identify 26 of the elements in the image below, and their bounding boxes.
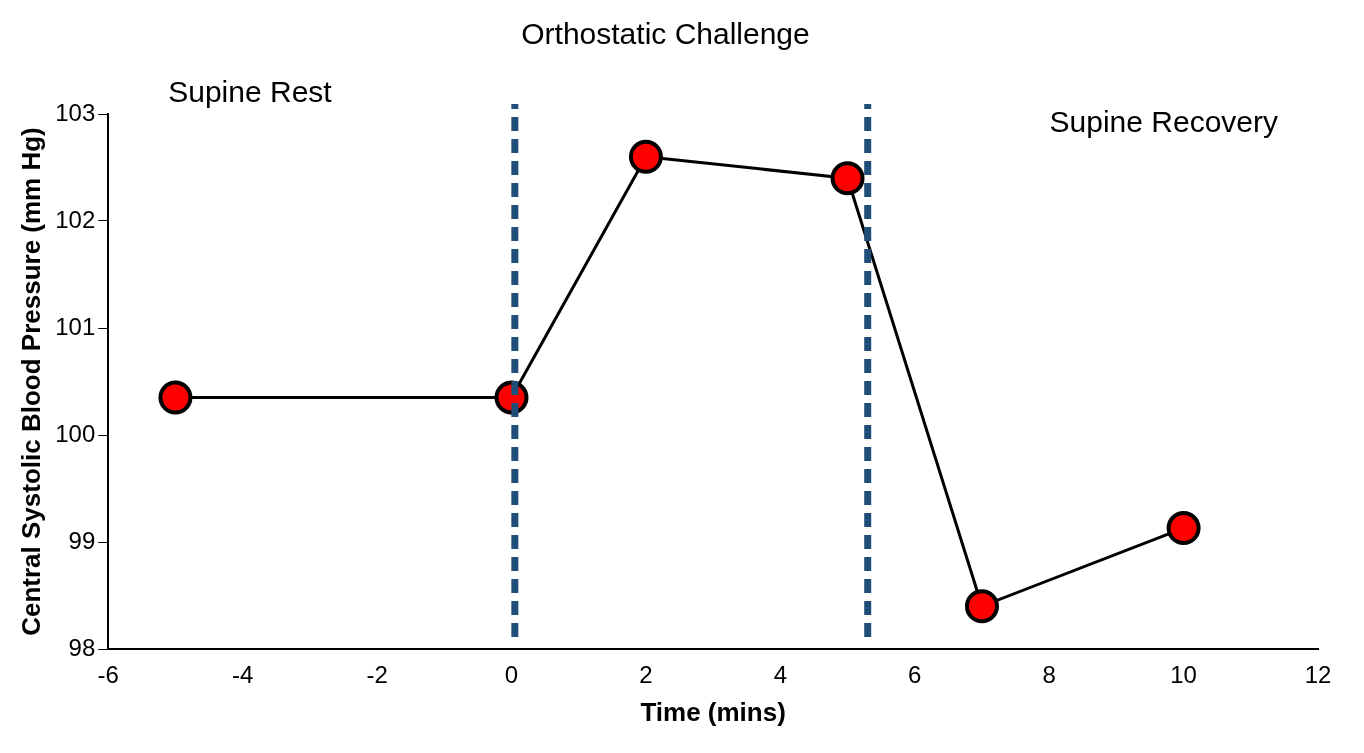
point — [1166, 511, 1201, 546]
x-tick-label: 10 — [1170, 661, 1197, 689]
x-tick-label: 6 — [908, 661, 922, 689]
y-tick-label: 98 — [68, 633, 96, 661]
x-axis-title: Time (mins) — [640, 696, 786, 727]
y-axis-title: Central Systolic Blood Pressure (mm Hg) — [15, 127, 46, 636]
y-tick-label: 99 — [68, 526, 96, 554]
x-tick-label: -2 — [366, 661, 388, 689]
x-tick-label: -4 — [231, 661, 254, 689]
x-tick-label: 8 — [1042, 661, 1056, 689]
x-tick-label: 12 — [1304, 661, 1332, 689]
point — [628, 139, 663, 174]
x-tick-label: 0 — [504, 661, 519, 689]
y-tick-label: 102 — [55, 205, 96, 233]
x-tick-label: -6 — [97, 661, 119, 689]
y-tick-label: 101 — [55, 312, 96, 340]
chart-title: Orthostatic Challenge — [521, 17, 810, 51]
point — [158, 380, 193, 415]
x-tick-label: 4 — [773, 661, 788, 689]
y-tick-label: 100 — [55, 419, 96, 447]
point — [964, 589, 999, 624]
point — [830, 161, 865, 196]
annotation: Supine Recovery — [1049, 105, 1278, 139]
y-tick-label: 103 — [55, 98, 96, 126]
text: Supine Rest — [168, 75, 333, 109]
x-tick-label: 2 — [639, 661, 653, 689]
